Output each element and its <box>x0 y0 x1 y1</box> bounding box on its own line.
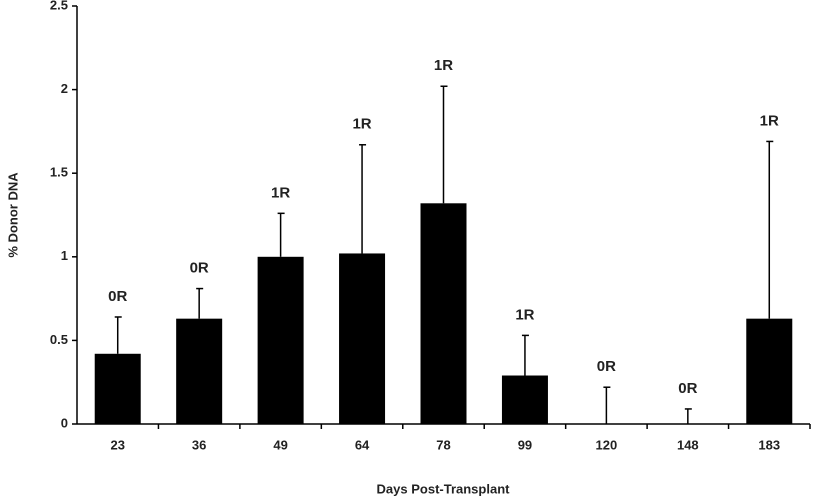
x-tick-label: 64 <box>355 437 370 452</box>
y-axis-label: % Donor DNA <box>5 172 20 258</box>
annotation: 0R <box>108 288 127 305</box>
annotation: 0R <box>678 380 697 397</box>
annotation: 1R <box>434 57 453 74</box>
bar <box>420 203 467 424</box>
annotation: 0R <box>597 358 616 375</box>
x-tick-label: 120 <box>596 437 618 452</box>
bar <box>746 318 793 424</box>
x-tick-label: 23 <box>110 437 124 452</box>
y-tick-label: 0 <box>61 415 68 430</box>
bar <box>257 256 304 424</box>
annotation: 1R <box>271 184 290 201</box>
annotation: 1R <box>515 306 534 323</box>
y-tick-label: 1 <box>61 248 68 263</box>
x-tick-label: 36 <box>192 437 206 452</box>
x-tick-label: 49 <box>273 437 287 452</box>
x-tick-label: 78 <box>436 437 450 452</box>
annotation: 1R <box>352 116 371 133</box>
x-tick-label: 183 <box>758 437 780 452</box>
annotation: 1R <box>760 112 779 129</box>
x-tick-label: 99 <box>518 437 532 452</box>
bar <box>501 375 548 424</box>
y-tick-label: 2 <box>61 81 68 96</box>
annotation: 0R <box>190 260 209 277</box>
y-tick-label: 2.5 <box>50 0 68 12</box>
y-tick-label: 0.5 <box>50 332 68 347</box>
y-tick-label: 1.5 <box>50 165 68 180</box>
bar <box>339 253 386 424</box>
bar <box>94 353 141 424</box>
bar <box>176 318 223 424</box>
x-axis-label: Days Post-Transplant <box>377 481 511 496</box>
x-tick-label: 148 <box>677 437 699 452</box>
